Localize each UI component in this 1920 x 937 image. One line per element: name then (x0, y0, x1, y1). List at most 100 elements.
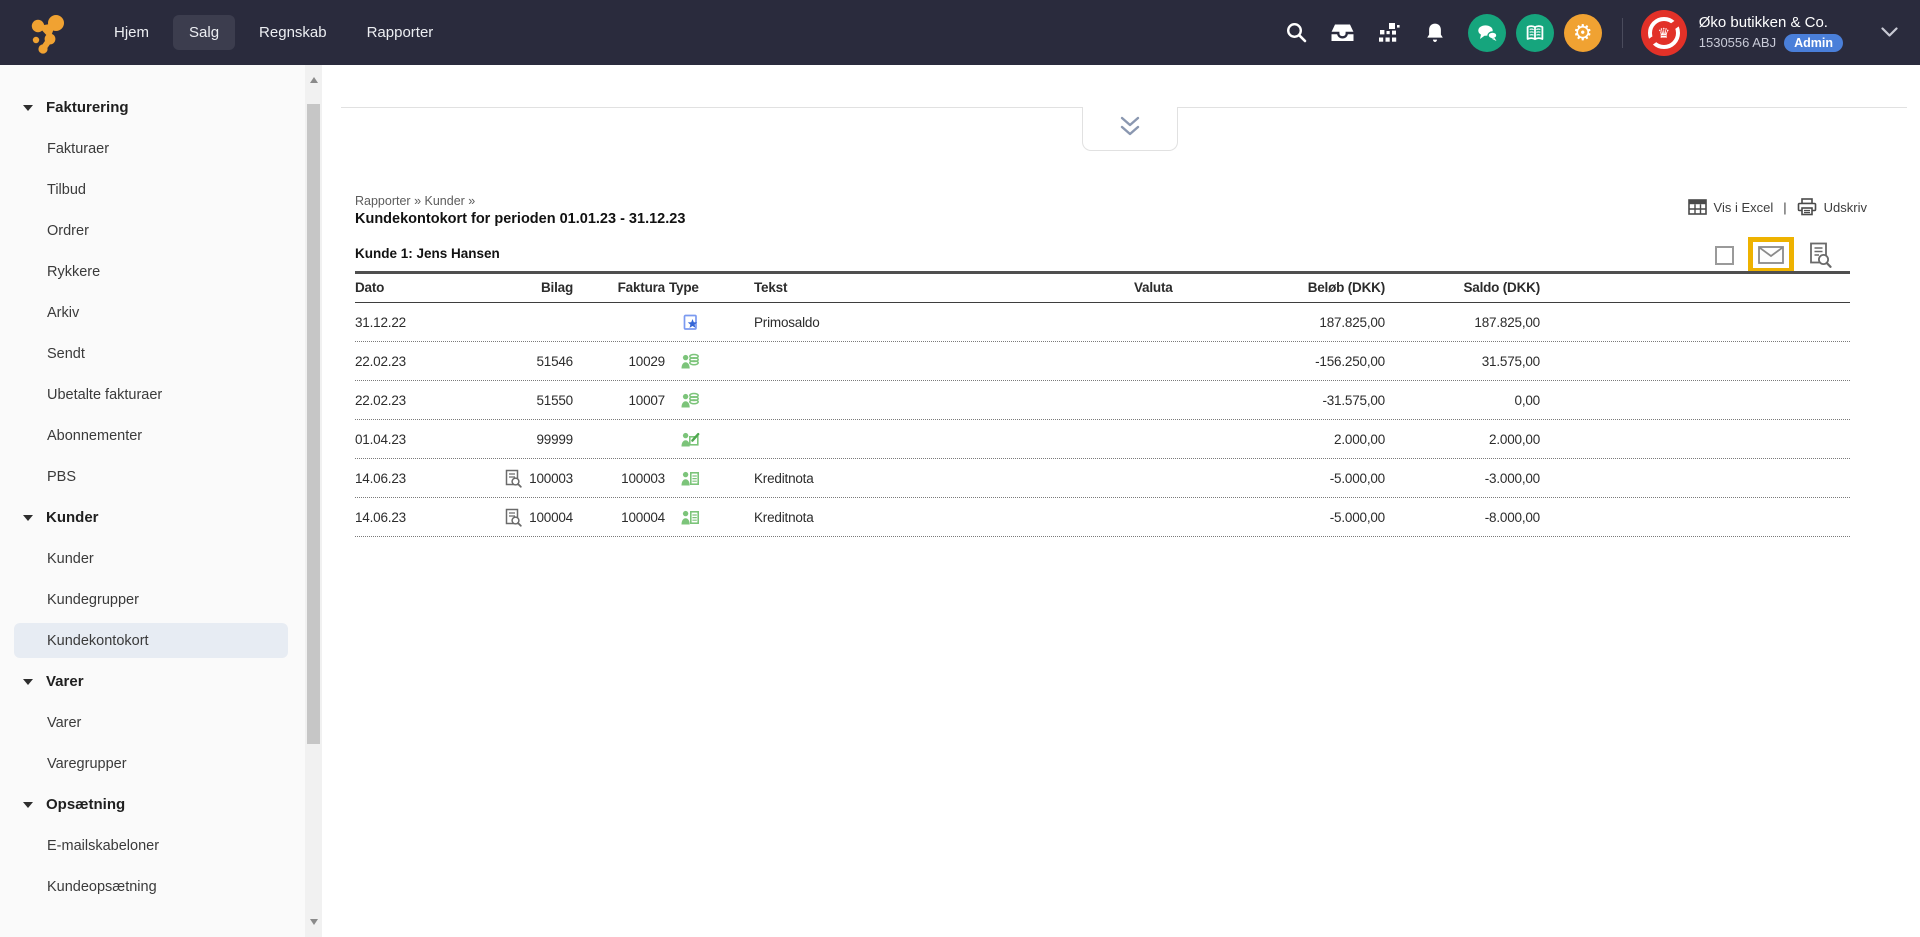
visma-logo-icon[interactable] (24, 10, 70, 56)
opening-balance-icon[interactable] (681, 314, 700, 331)
sidebar-item-label: Varer (33, 673, 84, 690)
sidebar-item-fakturaer[interactable]: Fakturaer (0, 128, 322, 169)
report-toolbar: Vis i Excel | Udskriv (1688, 198, 1867, 216)
attachment-search-icon[interactable] (505, 469, 522, 488)
cell-bilag: 100004 (505, 508, 573, 527)
chevron-down-icon[interactable] (1881, 27, 1898, 38)
sidebar-item-sendt[interactable]: Sendt (0, 333, 322, 374)
sidebar-item-kundekontokort[interactable]: Kundekontokort (0, 620, 322, 661)
sidebar-item-ubetalte-fakturaer[interactable]: Ubetalte fakturaer (0, 374, 322, 415)
cell-dato: 14.06.23 (355, 471, 505, 486)
inbox-icon[interactable] (1320, 10, 1366, 56)
bilag-number: 51550 (536, 393, 573, 408)
sidebar-item-label: Kundegrupper (0, 592, 139, 608)
view-in-excel-link[interactable]: Vis i Excel (1714, 200, 1774, 215)
bilag-number: 100003 (529, 471, 573, 486)
cell-bilag: 99999 (505, 432, 573, 447)
sidebar-item-kundeops-tning[interactable]: Kundeopsætning (0, 866, 322, 907)
cell-faktura: 100003 (573, 471, 665, 486)
sidebar-item-e-mailskabeloner[interactable]: E-mailskabeloner (0, 825, 322, 866)
cell-saldo: 2.000,00 (1385, 432, 1540, 447)
sidebar-section-varer[interactable]: Varer (0, 661, 322, 702)
customer-payment-icon[interactable] (681, 353, 700, 370)
sidebar-item-kundegrupper[interactable]: Kundegrupper (0, 579, 322, 620)
breadcrumb-link-rapporter[interactable]: Rapporter (355, 194, 411, 208)
sidebar-item-label: Rykkere (0, 264, 100, 280)
checkbox-icon[interactable] (1715, 246, 1734, 265)
report-preview-icon[interactable] (1808, 242, 1832, 268)
app-switcher-icon[interactable] (1366, 10, 1412, 56)
sidebar-item-label: PBS (0, 469, 76, 485)
sidebar-item-label: Kundekontokort (0, 633, 149, 649)
scroll-down-icon[interactable] (310, 919, 318, 925)
settings-gear-icon[interactable]: ⚙ (1564, 14, 1602, 52)
cell-belob: -156.250,00 (1250, 354, 1385, 369)
triangle-down-icon (23, 679, 33, 685)
sidebar-section-ops-tning[interactable]: Opsætning (0, 784, 322, 825)
search-icon[interactable] (1274, 10, 1320, 56)
manual-entry-icon[interactable] (681, 431, 700, 448)
sidebar-item-varer[interactable]: Varer (0, 702, 322, 743)
nav-item-rapporter[interactable]: Rapporter (351, 15, 450, 50)
breadcrumb-link-kunder[interactable]: Kunder (425, 194, 465, 208)
sidebar-scrollbar[interactable] (305, 65, 322, 937)
cell-belob: 187.825,00 (1250, 315, 1385, 330)
email-report-icon[interactable] (1758, 246, 1784, 264)
attachment-search-icon[interactable] (505, 508, 522, 527)
printer-icon[interactable] (1797, 198, 1817, 216)
help-book-icon[interactable] (1516, 14, 1554, 52)
triangle-down-icon (23, 802, 33, 808)
nav-item-salg[interactable]: Salg (173, 15, 235, 50)
sidebar-item-label: Arkiv (0, 305, 79, 321)
cell-faktura: 10007 (573, 393, 665, 408)
table-header-row: DatoBilagFakturaTypeTekstValutaBeløb (DK… (355, 271, 1850, 303)
page-title: Kundekontokort for perioden 01.01.23 - 3… (355, 211, 685, 227)
role-badge: Admin (1784, 34, 1843, 52)
sidebar-section-fakturering[interactable]: Fakturering (0, 87, 322, 128)
bilag-number: 100004 (529, 510, 573, 525)
sidebar-item-pbs[interactable]: PBS (0, 456, 322, 497)
scroll-up-icon[interactable] (310, 77, 318, 83)
customer-payment-icon[interactable] (681, 392, 700, 409)
notifications-bell-icon[interactable] (1412, 10, 1458, 56)
expand-filter-tab[interactable] (1082, 107, 1178, 151)
cell-tekst: Kreditnota (750, 471, 1130, 486)
sidebar-item-tilbud[interactable]: Tilbud (0, 169, 322, 210)
cell-type (665, 431, 750, 448)
cell-belob: -5.000,00 (1250, 471, 1385, 486)
sidebar-item-arkiv[interactable]: Arkiv (0, 292, 322, 333)
sidebar-item-label: Sendt (0, 346, 85, 362)
sidebar-item-abonnementer[interactable]: Abonnementer (0, 415, 322, 456)
sidebar-item-kunder[interactable]: Kunder (0, 538, 322, 579)
nav-item-hjem[interactable]: Hjem (98, 15, 165, 50)
sidebar-section-kunder[interactable]: Kunder (0, 497, 322, 538)
invoice-icon[interactable] (681, 470, 700, 487)
account-menu[interactable]: ♛ Øko butikken & Co. 1530556 ABJ Admin (1641, 10, 1898, 56)
column-header-bel-b-dkk: Beløb (DKK) (1250, 280, 1385, 295)
support-chat-icon[interactable] (1468, 14, 1506, 52)
scrollbar-thumb[interactable] (307, 104, 320, 744)
invoice-icon[interactable] (681, 509, 700, 526)
nav-item-regnskab[interactable]: Regnskab (243, 15, 343, 50)
print-link[interactable]: Udskriv (1824, 200, 1867, 215)
top-navbar: HjemSalgRegnskabRapporter ⚙ ♛ Øko butikk… (0, 0, 1920, 65)
sidebar-item-label: Varer (0, 715, 81, 731)
cell-saldo: -8.000,00 (1385, 510, 1540, 525)
sidebar-item-ordrer[interactable]: Ordrer (0, 210, 322, 251)
agreement-number: 1530556 ABJ (1699, 35, 1776, 50)
highlight-frame (1748, 237, 1794, 273)
cell-dato: 31.12.22 (355, 315, 505, 330)
column-header-saldo-dkk: Saldo (DKK) (1385, 280, 1540, 295)
excel-grid-icon[interactable] (1688, 199, 1707, 215)
company-avatar: ♛ (1641, 10, 1687, 56)
sidebar-item-varegrupper[interactable]: Varegrupper (0, 743, 322, 784)
cell-type (665, 509, 750, 526)
cell-belob: -31.575,00 (1250, 393, 1385, 408)
sidebar-item-rykkere[interactable]: Rykkere (0, 251, 322, 292)
sidebar-item-label: Abonnementer (0, 428, 142, 444)
cell-belob: -5.000,00 (1250, 510, 1385, 525)
cell-saldo: 31.575,00 (1385, 354, 1540, 369)
sidebar-item-label: Ubetalte fakturaer (0, 387, 162, 403)
cell-tekst: Kreditnota (750, 510, 1130, 525)
triangle-down-icon (23, 515, 33, 521)
